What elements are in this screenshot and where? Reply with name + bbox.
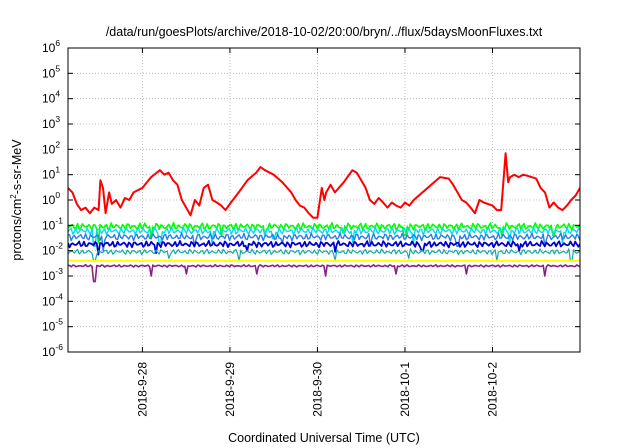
- series-line: [68, 221, 580, 244]
- y-tick-label-base: 10: [42, 218, 56, 232]
- y-tick-label-exp: -3: [55, 266, 63, 276]
- series-layer: [68, 152, 580, 283]
- y-tick-label-exp: 5: [55, 63, 60, 73]
- series-line: [68, 226, 580, 247]
- x-axis-label: Coordinated Universal Time (UTC): [228, 431, 420, 445]
- y-tick-label-base: 10: [42, 117, 56, 131]
- y-axis-label-rest: -s-sr-MeV: [10, 139, 24, 195]
- y-tick-label: 100: [42, 190, 60, 207]
- y-tick-label-base: 10: [42, 66, 56, 80]
- y-tick-label-base: 10: [42, 244, 56, 258]
- y-tick-label-exp: 3: [55, 114, 60, 124]
- y-tick-label: 106: [42, 38, 60, 55]
- y-tick-label-exp: 6: [55, 38, 60, 48]
- y-tick-label-base: 10: [42, 193, 56, 207]
- y-tick-label-exp: 1: [55, 165, 60, 175]
- series-line: [68, 232, 580, 252]
- y-tick-label: 10-4: [42, 291, 63, 308]
- x-tick-label: 2018-10-2: [485, 362, 499, 417]
- y-tick-label-exp: -5: [55, 317, 63, 327]
- series-line: [68, 152, 580, 219]
- y-tick-label: 10-2: [42, 241, 63, 258]
- y-tick-label: 101: [42, 165, 60, 182]
- y-axis-label: protons/cm2-s-sr-MeV: [9, 139, 24, 261]
- y-tick-label: 10-5: [42, 317, 63, 334]
- x-tick-label: 2018-10-1: [398, 362, 412, 417]
- x-tick-label: 2018-9-29: [223, 362, 237, 417]
- y-tick-label: 103: [42, 114, 60, 131]
- y-tick-label-exp: 2: [55, 139, 60, 149]
- y-tick-label-exp: -1: [55, 215, 63, 225]
- y-tick-label-base: 10: [42, 142, 56, 156]
- series-line: [68, 259, 580, 263]
- grid: [68, 48, 580, 352]
- y-tick-label-base: 10: [42, 269, 56, 283]
- y-tick-label: 102: [42, 139, 60, 156]
- y-tick-label: 105: [42, 63, 60, 80]
- y-tick-label: 10-3: [42, 266, 63, 283]
- series-line: [68, 263, 580, 283]
- y-axis: 10610510410310210110010-110-210-310-410-…: [42, 38, 580, 359]
- x-tick-label: 2018-9-28: [135, 362, 149, 417]
- x-axis: 2018-9-28 2018-9-29 2018-9-30 2018-10-1 2018…: [135, 48, 499, 417]
- y-tick-label: 10-6: [42, 342, 63, 359]
- y-tick-label-exp: -2: [55, 241, 63, 251]
- y-tick-label: 104: [42, 89, 60, 106]
- y-tick-label: 10-1: [42, 215, 63, 232]
- y-tick-label-base: 10: [42, 320, 56, 334]
- chart-title: /data/run/goesPlots/archive/2018-10-02/2…: [106, 25, 543, 39]
- y-tick-label-exp: 0: [55, 190, 60, 200]
- y-tick-label-exp: -4: [55, 291, 63, 301]
- series-line: [68, 239, 580, 256]
- x-tick-label: 2018-9-30: [310, 362, 324, 417]
- y-tick-label-exp: -6: [55, 342, 63, 352]
- y-tick-label-base: 10: [42, 41, 56, 55]
- y-axis-label-base: protons/cm: [10, 199, 24, 261]
- y-tick-label-base: 10: [42, 92, 56, 106]
- y-tick-label-base: 10: [42, 168, 56, 182]
- y-tick-label-base: 10: [42, 345, 56, 359]
- series-line: [68, 248, 580, 262]
- y-tick-label-base: 10: [42, 294, 56, 308]
- y-tick-label-exp: 4: [55, 89, 60, 99]
- y-axis-label-sup: 2: [9, 194, 18, 199]
